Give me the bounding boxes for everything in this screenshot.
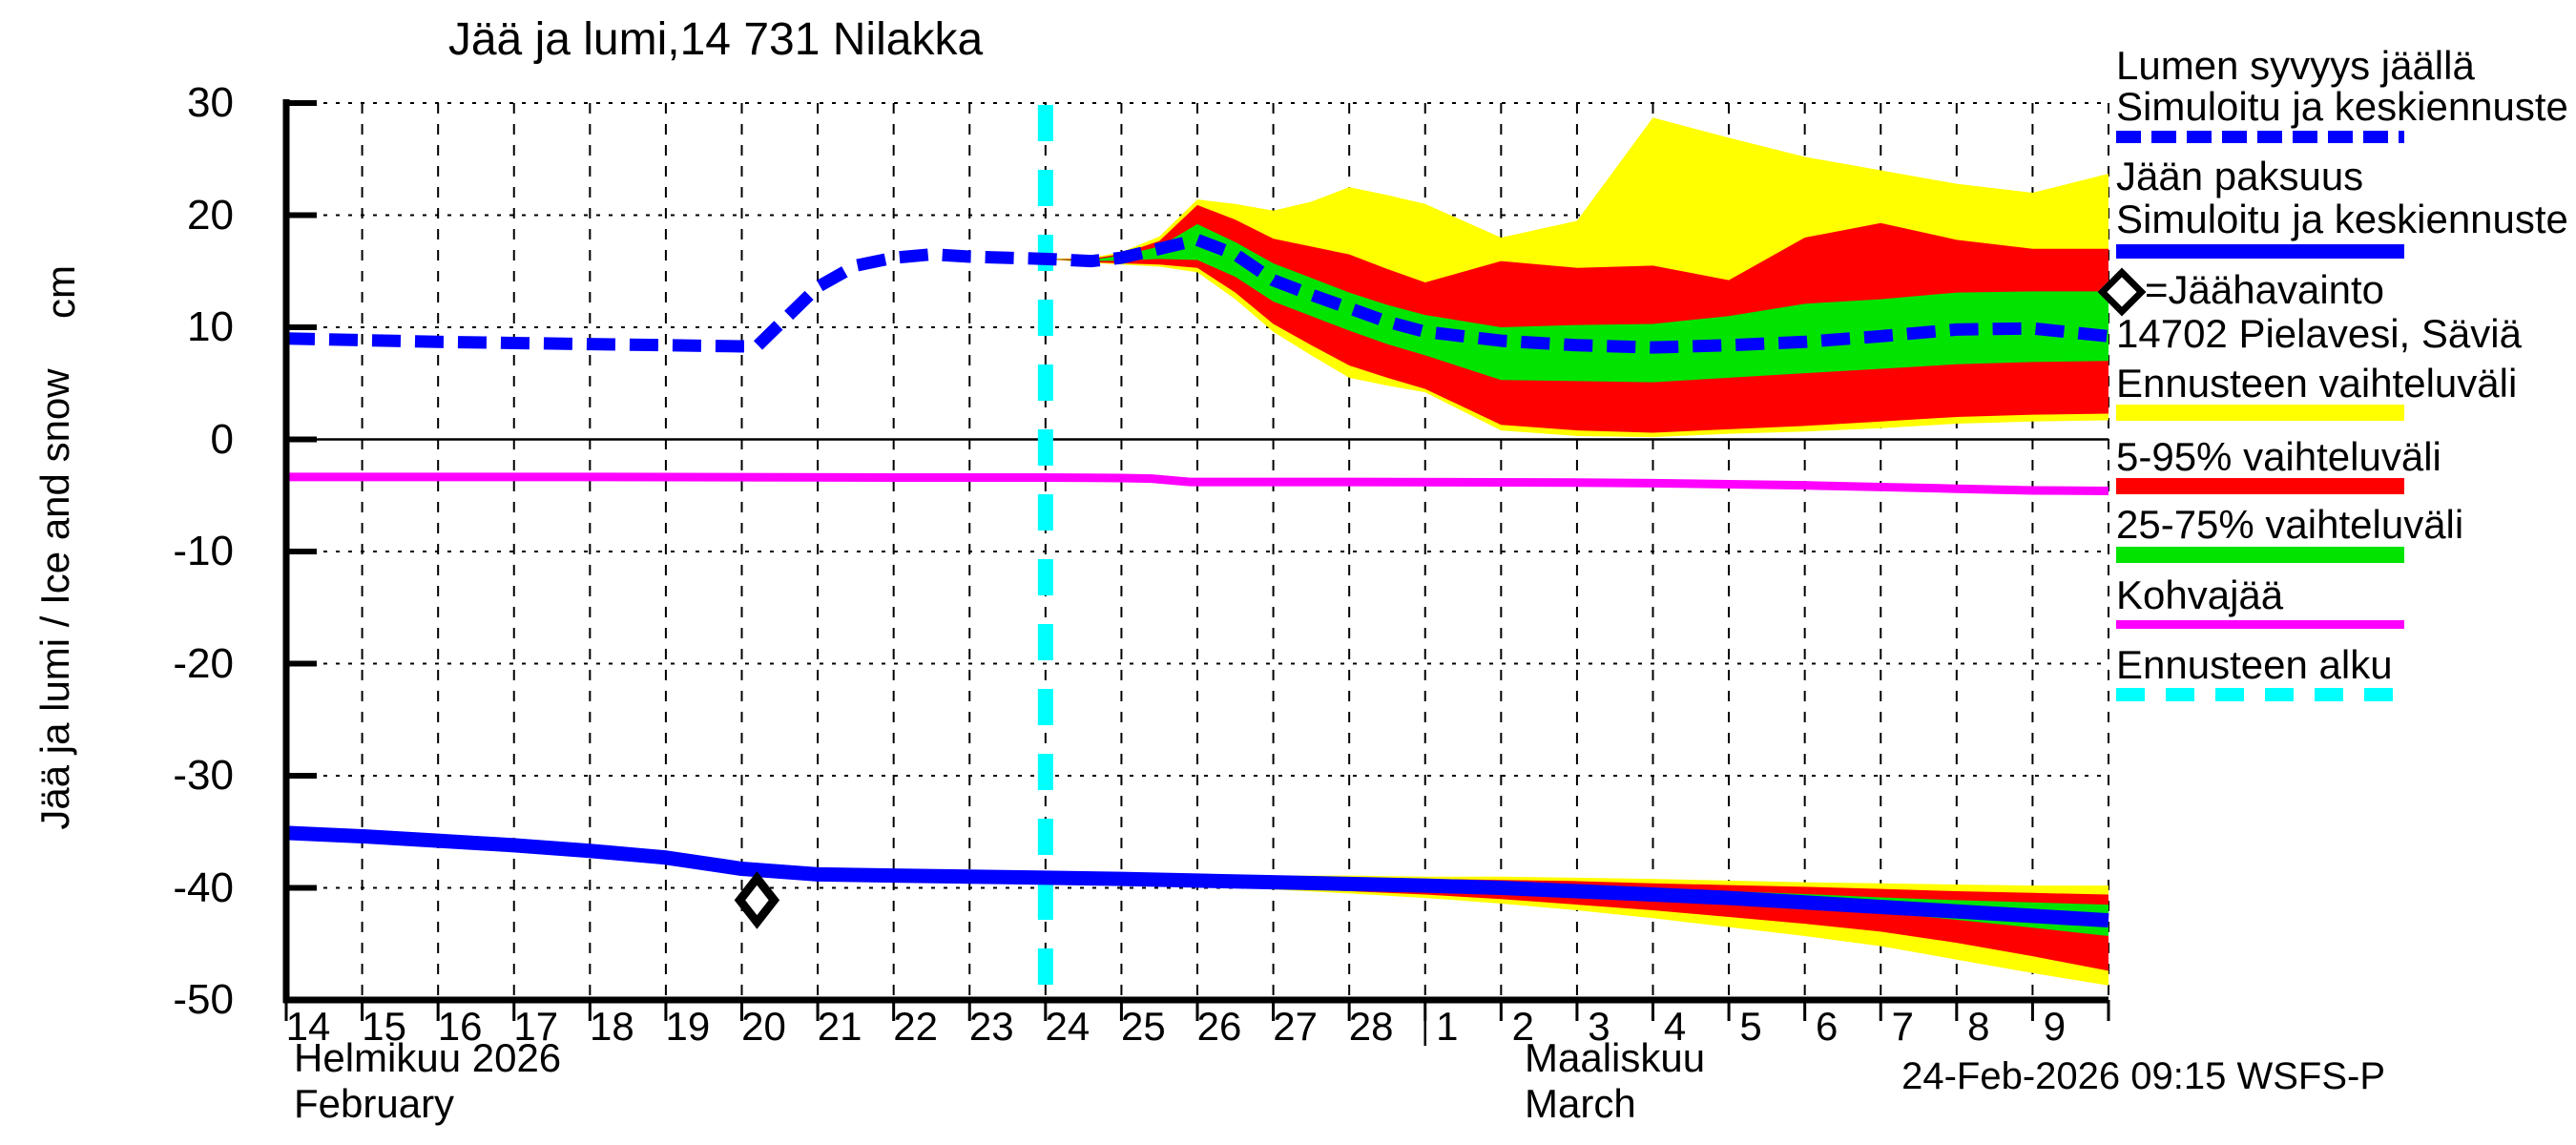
x-tick-label: 15 [362, 1004, 406, 1049]
ice-observation-diamond [734, 871, 780, 929]
y-tick-label: -50 [173, 976, 234, 1023]
legend-label-kohvajaa: Kohvajää [2116, 572, 2284, 617]
x-tick-label: 1 [1436, 1004, 1459, 1049]
y-tick-label: 20 [187, 191, 234, 239]
legend-label-range-25-75: 25-75% vaihteluväli [2116, 502, 2464, 547]
x-tick-label: 18 [589, 1004, 634, 1049]
y-tick-label: -20 [173, 639, 234, 687]
x-tick-label: 28 [1348, 1004, 1394, 1049]
y-axis-title: Jää ja lumi / Ice and snow [32, 368, 77, 830]
snow-band-5-95 [1045, 204, 2109, 433]
legend-swatch-range-5-95 [2116, 478, 2404, 494]
x-tick-label: 3 [1588, 1004, 1610, 1049]
ice-thickness-line [285, 825, 2109, 928]
chart-title: Jää ja lumi,14 731 Nilakka [447, 14, 984, 65]
y-tick-label: 30 [187, 79, 234, 126]
x-tick-label: 2 [1511, 1004, 1534, 1049]
x-tick-label: 5 [1739, 1004, 1762, 1049]
legend-swatch-ice-thickness [2116, 244, 2404, 259]
legend-label-ice-observation: 14702 Pielavesi, Säviä [2116, 311, 2522, 356]
legend-swatch-snow-depth [2116, 131, 2404, 143]
y-tick-label: 10 [187, 303, 234, 350]
legend-label-snow-depth: Lumen syvyys jäällä [2116, 43, 2475, 88]
legend-swatch-kohvajaa [2116, 620, 2404, 629]
x-tick-label: 20 [741, 1004, 786, 1049]
x-tick-label: 7 [1891, 1004, 1914, 1049]
x-tick-label: 17 [513, 1004, 559, 1049]
month-label-march-en: March [1525, 1081, 1636, 1126]
legend-label-range-5-95: 5-95% vaihteluväli [2116, 434, 2441, 479]
run-timestamp: 24-Feb-2026 09:15 WSFS-P [1901, 1055, 2385, 1097]
legend-label-ice-thickness: Jään paksuus [2116, 154, 2364, 198]
month-label-february-en: February [294, 1081, 455, 1126]
x-tick-label: 22 [893, 1004, 939, 1049]
x-tick-label: 25 [1121, 1004, 1166, 1049]
y-tick-label: -40 [173, 864, 234, 911]
x-tick-label: 8 [1967, 1004, 1990, 1049]
x-tick-label: 14 [285, 1004, 331, 1049]
legend-label-ice-thickness: Simuloitu ja keskiennuste [2116, 197, 2568, 241]
snow-depth-line [285, 233, 2109, 354]
month-label-february-fi: Helmikuu 2026 [294, 1035, 562, 1080]
x-tick-label: 21 [817, 1004, 862, 1049]
x-tick-label: 4 [1663, 1004, 1687, 1049]
y-tick-label: -10 [173, 528, 234, 574]
x-tick-label: 23 [968, 1004, 1014, 1049]
x-tick-label: 16 [437, 1004, 483, 1049]
kohvajaa-line [286, 472, 2109, 496]
y-tick-label: -30 [173, 752, 234, 799]
x-tick-label: 9 [2043, 1004, 2067, 1049]
x-tick-label: 27 [1273, 1004, 1318, 1049]
legend-swatch-forecast-start [2116, 688, 2404, 701]
legend-label-snow-depth: Simuloitu ja keskiennuste [2116, 84, 2568, 129]
x-tick-label: 24 [1045, 1004, 1091, 1049]
legend-swatch-forecast-range [2116, 405, 2404, 421]
legend-label-ice-observation: =Jäähavainto [2145, 267, 2385, 312]
y-tick-label: 0 [210, 415, 234, 463]
x-tick-label: 26 [1196, 1004, 1242, 1049]
legend-label-forecast-start: Ennusteen alku [2116, 642, 2393, 687]
month-label-march-fi: Maaliskuu [1525, 1035, 1706, 1080]
x-tick-label: 19 [665, 1004, 711, 1049]
x-tick-label: 6 [1815, 1004, 1839, 1049]
legend-label-forecast-range: Ennusteen vaihteluväli [2116, 361, 2518, 406]
legend-swatch-range-25-75 [2116, 547, 2404, 563]
